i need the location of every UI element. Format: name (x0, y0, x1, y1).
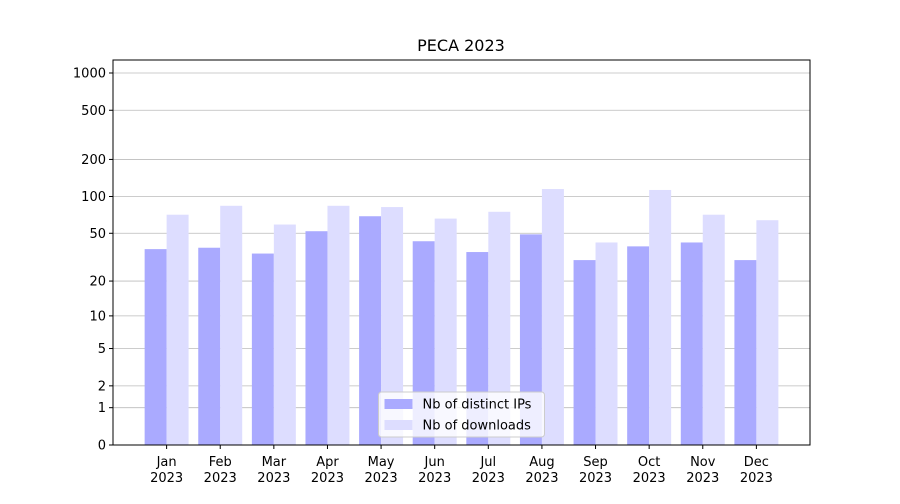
bar (251, 253, 274, 445)
x-tick-label: Jan 2023 (150, 455, 183, 486)
y-tick-label: 20 (89, 275, 106, 290)
x-tick-label: Aug 2023 (525, 455, 558, 486)
bar (434, 218, 457, 445)
bar (327, 205, 350, 445)
y-tick-label: 200 (81, 153, 106, 168)
bar (702, 214, 725, 445)
chart-title: PECA 2023 (417, 36, 505, 55)
bar (381, 207, 404, 445)
bar (359, 216, 382, 445)
bar (166, 214, 189, 445)
y-tick-label: 100 (81, 190, 106, 205)
legend-label: Nb of downloads (423, 419, 532, 434)
x-tick-label: Jun 2023 (418, 455, 451, 486)
bar (573, 260, 596, 445)
bar (541, 189, 564, 445)
legend-box (378, 391, 545, 438)
x-tick-label: Feb 2023 (204, 455, 237, 486)
y-tick-label: 1000 (73, 66, 106, 81)
bar (305, 231, 328, 445)
x-tick-label: Oct 2023 (633, 455, 666, 486)
x-tick-label: May 2023 (365, 455, 398, 486)
bar (627, 246, 650, 445)
bar (756, 220, 779, 445)
x-tick-label: Mar 2023 (257, 455, 290, 486)
x-tick-label: Apr 2023 (311, 455, 344, 486)
y-tick-label: 0 (98, 439, 106, 454)
bar (680, 242, 703, 445)
bar (734, 260, 757, 445)
bar (220, 205, 243, 445)
x-tick-label: Sep 2023 (579, 455, 612, 486)
x-tick-label: Dec 2023 (740, 455, 773, 486)
plot-frame (112, 59, 811, 446)
bar (649, 189, 672, 445)
y-tick-label: 2 (98, 379, 106, 394)
x-tick-label: Jul 2023 (472, 455, 505, 486)
bar (144, 249, 167, 445)
legend-label: Nb of distinct IPs (423, 398, 532, 413)
bar (595, 242, 618, 445)
bar (488, 211, 511, 445)
legend-swatch (384, 399, 413, 409)
bar (273, 224, 296, 445)
y-tick-label: 500 (81, 104, 106, 119)
y-tick-label: 50 (89, 227, 106, 242)
x-tick-label: Nov 2023 (686, 455, 719, 486)
y-tick-label: 5 (98, 342, 106, 357)
bar (198, 247, 221, 445)
y-tick-label: 10 (89, 309, 106, 324)
y-tick-label: 1 (98, 401, 106, 416)
legend-swatch (384, 420, 413, 430)
